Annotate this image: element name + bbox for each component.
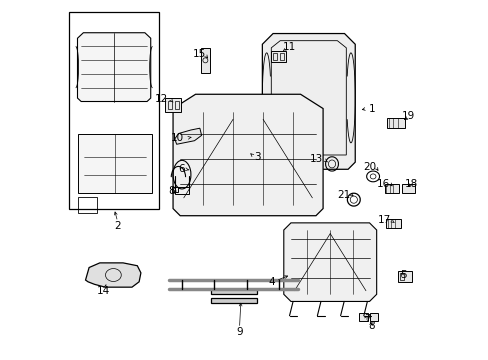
Text: 14: 14 — [97, 286, 110, 296]
Text: 8: 8 — [367, 321, 374, 332]
Text: 13: 13 — [309, 154, 323, 164]
Bar — [201, 48, 209, 73]
Text: 8: 8 — [167, 186, 174, 197]
Bar — [210, 297, 257, 303]
Bar — [279, 53, 283, 60]
Bar — [78, 197, 97, 213]
Polygon shape — [175, 128, 201, 144]
Text: 9: 9 — [236, 327, 243, 337]
Bar — [386, 118, 405, 128]
Bar — [386, 219, 400, 228]
Bar — [401, 184, 414, 193]
Bar — [271, 51, 285, 62]
Text: 19: 19 — [401, 111, 415, 121]
Text: 11: 11 — [283, 42, 296, 52]
Text: 15: 15 — [192, 49, 205, 59]
Polygon shape — [77, 33, 150, 102]
Bar — [384, 184, 398, 193]
Text: 21: 21 — [337, 190, 350, 200]
Bar — [210, 289, 257, 294]
Text: 12: 12 — [154, 94, 167, 104]
Text: 16: 16 — [376, 179, 389, 189]
Text: 6: 6 — [178, 164, 184, 174]
Text: 5: 5 — [400, 270, 407, 280]
Bar — [399, 273, 403, 280]
Bar — [175, 102, 179, 109]
Text: 18: 18 — [404, 179, 417, 189]
Text: 3: 3 — [253, 152, 260, 162]
Text: 17: 17 — [377, 215, 390, 225]
Bar — [369, 313, 378, 321]
Bar — [167, 102, 172, 109]
Polygon shape — [262, 33, 354, 169]
Bar — [172, 187, 178, 192]
Polygon shape — [85, 263, 141, 287]
Text: 2: 2 — [114, 221, 121, 231]
Text: 20: 20 — [362, 162, 375, 172]
Bar — [175, 187, 189, 194]
Text: 10: 10 — [170, 133, 183, 143]
Text: 1: 1 — [367, 104, 374, 113]
Bar — [272, 53, 277, 60]
Bar — [69, 12, 159, 208]
Text: 7: 7 — [363, 314, 369, 324]
Bar — [165, 98, 181, 112]
Polygon shape — [173, 94, 323, 216]
Bar — [78, 134, 151, 193]
Bar — [358, 313, 367, 321]
Bar — [397, 271, 411, 282]
Polygon shape — [283, 223, 376, 301]
Text: 4: 4 — [267, 277, 274, 287]
